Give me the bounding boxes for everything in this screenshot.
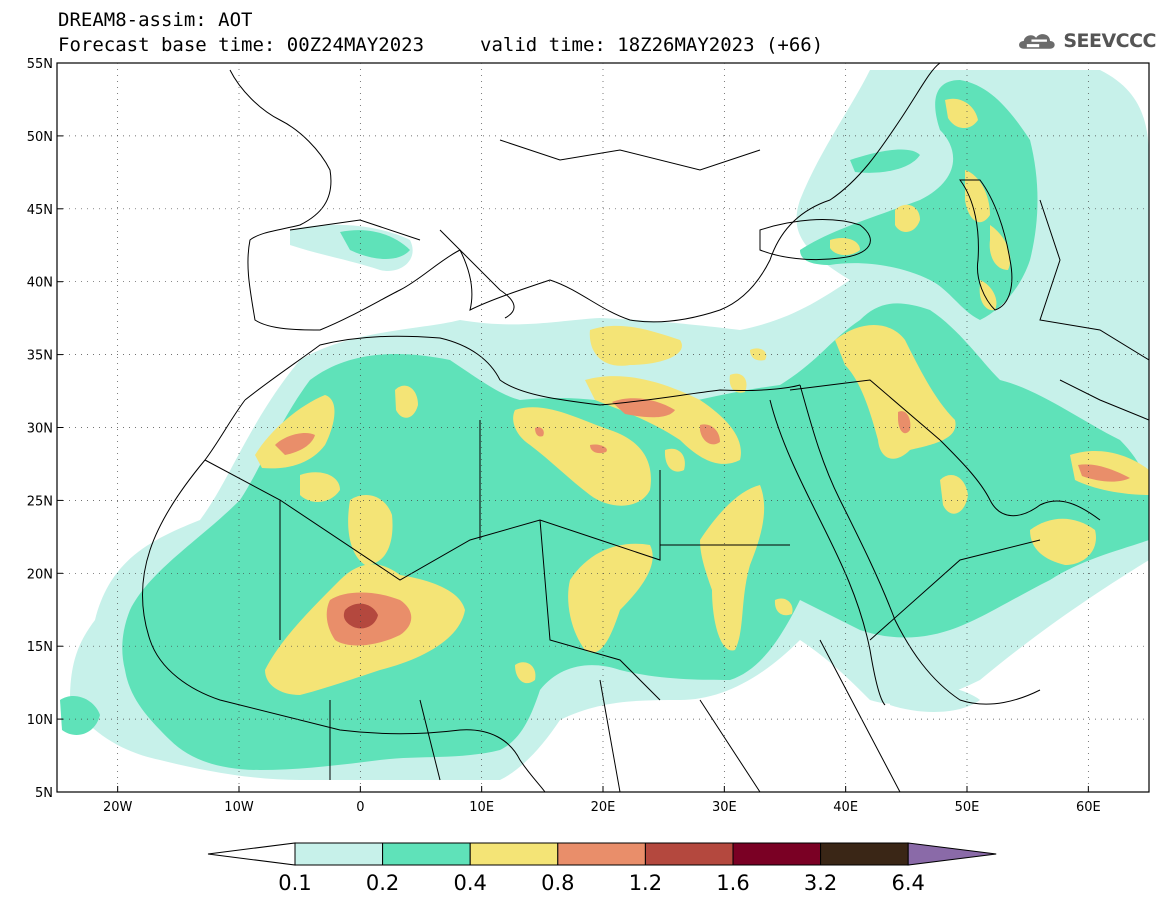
lat-label: 25N [27, 494, 53, 509]
colorbar-segment [382, 842, 471, 866]
lon-label: 40E [833, 800, 858, 815]
lat-label: 15N [27, 640, 53, 655]
lat-label: 30N [27, 422, 53, 437]
lon-label: 10W [224, 800, 254, 815]
aot-fields [60, 70, 1149, 780]
lat-label: 35N [27, 349, 53, 364]
colorbar-label: 1.2 [629, 871, 662, 895]
lat-label: 10N [27, 713, 53, 728]
colorbar-label: 6.4 [891, 871, 924, 895]
colorbar-label: 0.2 [366, 871, 399, 895]
colorbar: 0.1 0.2 0.4 0.8 1.2 1.6 3.2 6.4 [207, 842, 997, 895]
lat-label: 5N [35, 786, 53, 801]
colorbar-segment [820, 842, 909, 866]
lon-label: 0 [356, 800, 364, 815]
lat-label: 40N [27, 276, 53, 291]
valid-time: valid time: 18Z26MAY2023 (+66) [480, 34, 824, 56]
axis-ticks: 55N 50N 45N 40N 35N 30N 25N 20N 15N 10N 5N 20W 10W 0 1… [27, 57, 1101, 815]
colorbar-label: 0.1 [278, 871, 311, 895]
lon-label: 60E [1076, 800, 1101, 815]
lon-label: 20E [591, 800, 616, 815]
colorbar-label: 0.4 [453, 871, 486, 895]
colorbar-label: 3.2 [804, 871, 837, 895]
lat-label: 45N [27, 203, 53, 218]
colorbar-segment [644, 842, 734, 866]
lat-label: 55N [27, 57, 53, 72]
colorbar-over-triangle [907, 842, 997, 866]
logo-text: SEEVCCC [1063, 30, 1156, 52]
colorbar-label: 1.6 [716, 871, 749, 895]
colorbar-segment [469, 842, 559, 866]
aot-band-1.2 [343, 603, 378, 629]
lon-label: 10E [469, 800, 494, 815]
forecast-base-time: Forecast base time: 00Z24MAY2023 [58, 34, 425, 56]
colorbar-label: 0.8 [541, 871, 574, 895]
colorbar-segment [732, 842, 822, 866]
colorbar-under-triangle [207, 842, 296, 866]
chart-title: DREAM8-assim: AOT [58, 9, 253, 31]
seevccc-logo: SEEVCCC [1016, 24, 1156, 58]
lat-label: 20N [27, 567, 53, 582]
cloud-icon [1019, 34, 1055, 49]
lon-label: 20W [103, 800, 133, 815]
lon-label: 50E [955, 800, 980, 815]
lat-label: 50N [27, 130, 53, 145]
colorbar-segment [557, 842, 646, 866]
coastlines-borders [142, 63, 1149, 792]
colorbar-segment [294, 842, 384, 866]
gridlines [57, 63, 1149, 792]
lon-label: 30E [712, 800, 737, 815]
